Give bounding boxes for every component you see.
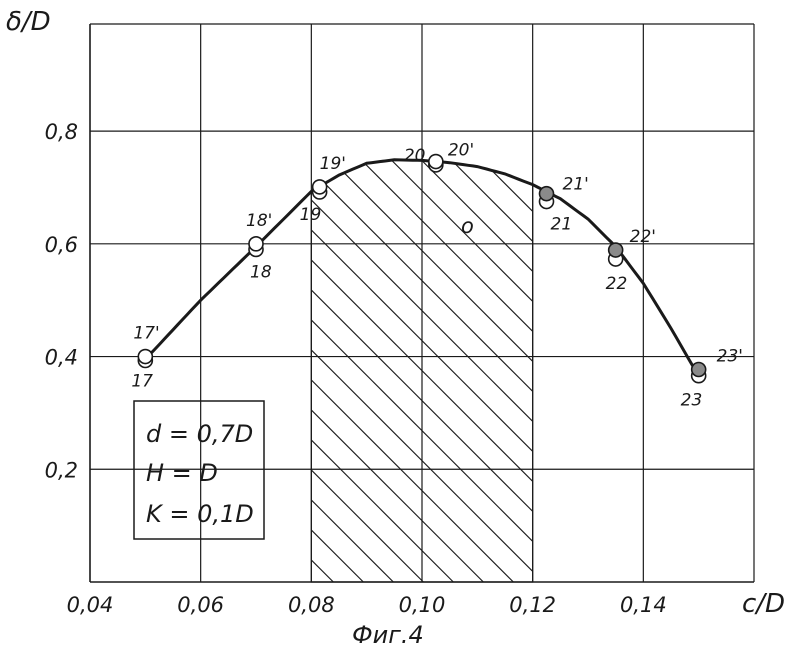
hatch-line <box>41 140 501 600</box>
y-tick-label: 0,2 <box>45 458 78 482</box>
x-tick-label: 0,12 <box>509 593 556 617</box>
point-label-20: 20 <box>404 146 426 166</box>
x-tick-label: 0,14 <box>620 593 667 617</box>
hatch-line <box>371 140 800 600</box>
point-label-18p: 18' <box>246 211 272 231</box>
hatch-line <box>0 140 171 600</box>
point-label-22: 22 <box>606 274 628 294</box>
y-tick-label: 0,8 <box>45 120 78 144</box>
point-label-20p: 20' <box>448 141 474 161</box>
hatch-line <box>0 140 321 600</box>
x-tick-label: 0,06 <box>177 593 224 617</box>
hatch-line <box>191 140 651 600</box>
parameter-h: H = D <box>146 459 218 487</box>
hatch-line <box>0 140 231 600</box>
hatch-line <box>221 140 681 600</box>
hatch-line <box>161 140 621 600</box>
point-label-18: 18 <box>250 262 272 282</box>
hatch-line <box>101 140 561 600</box>
hatch-line <box>0 140 441 600</box>
point-labels: 17 17' 18 18' 19 19' 20 20' 21 21' 22 22' 23 23' <box>131 141 743 411</box>
x-tick-label: 0,08 <box>288 593 335 617</box>
hatch-line <box>11 140 471 600</box>
x-axis-title: c/D <box>742 589 785 619</box>
point-label-17p: 17' <box>133 324 159 344</box>
hatch-line <box>401 140 800 600</box>
hatch-line <box>431 140 800 600</box>
point-label-19p: 19' <box>320 154 346 174</box>
point-label-23: 23 <box>681 391 703 411</box>
hatch-line <box>281 140 741 600</box>
hatch-lines <box>0 140 800 600</box>
point-label-23p: 23' <box>717 347 743 367</box>
hatch-line <box>0 140 261 600</box>
data-point-23p <box>692 363 706 377</box>
data-point-20p <box>429 155 443 169</box>
figure-caption: Фиг.4 <box>352 621 424 649</box>
point-label-21p: 21' <box>563 175 589 195</box>
annotation-mark: o <box>461 214 474 238</box>
hatch-line <box>581 140 800 600</box>
hatch-line <box>551 140 800 600</box>
hatch-line <box>0 140 381 600</box>
data-point-18p <box>249 237 263 251</box>
hatch-line <box>461 140 800 600</box>
y-axis-title: δ/D <box>6 7 51 37</box>
hatch-line <box>0 140 201 600</box>
data-point-19p <box>313 180 327 194</box>
x-tick-label: 0,04 <box>67 593 114 617</box>
parameter-box: d = 0,7D H = D K = 0,1D <box>134 401 264 539</box>
point-label-22p: 22' <box>630 227 656 247</box>
data-point-22p <box>609 243 623 257</box>
hatch-line <box>0 140 291 600</box>
data-point-17p <box>138 350 152 364</box>
y-tick-label: 0,4 <box>45 346 78 370</box>
hatch-line <box>341 140 800 600</box>
point-label-17: 17 <box>131 371 153 391</box>
parameter-d: d = 0,7D <box>146 420 253 448</box>
point-label-19: 19 <box>300 205 322 225</box>
x-tick-label: 0,10 <box>399 593 446 617</box>
point-label-21: 21 <box>551 215 573 235</box>
hatch-line <box>0 140 351 600</box>
y-tick-label: 0,6 <box>45 233 78 257</box>
hatched-region <box>0 140 800 600</box>
data-point-21p <box>540 187 554 201</box>
hatch-line <box>521 140 800 600</box>
parameter-k: K = 0,1D <box>146 500 254 528</box>
